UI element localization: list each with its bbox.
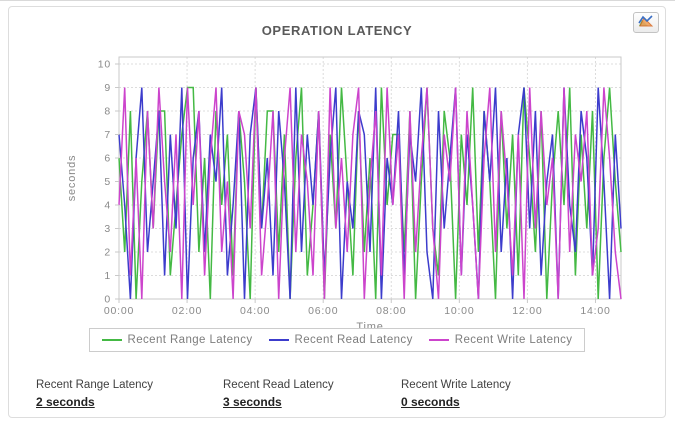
stat-recent-read-latency: Recent Read Latency 3 seconds (223, 379, 334, 411)
legend-swatch-read (268, 339, 289, 341)
stat-value-link[interactable]: 0 seconds (401, 395, 460, 409)
legend-item-range: Recent Range Latency (101, 334, 253, 346)
stat-label: Recent Range Latency (36, 379, 153, 391)
y-tick-label: 9 (104, 82, 111, 94)
x-tick-label: 08:00 (376, 305, 406, 317)
chart-title: OPERATION LATENCY (261, 23, 413, 38)
x-tick-label: 14:00 (580, 305, 610, 317)
stat-recent-write-latency: Recent Write Latency 0 seconds (401, 379, 511, 411)
x-tick-label: 04:00 (240, 305, 270, 317)
y-tick-label: 5 (104, 176, 111, 188)
legend-item-read: Recent Read Latency (268, 334, 413, 346)
plot-border (118, 56, 622, 300)
legend-box: Recent Range Latency Recent Read Latency… (88, 328, 586, 352)
legend-label: Recent Read Latency (294, 334, 413, 346)
y-tick-label: 7 (104, 129, 111, 141)
y-axis-label: seconds (66, 155, 78, 202)
legend-item-write: Recent Write Latency (428, 334, 573, 346)
series-recent-write-latency (118, 87, 622, 300)
chart-options-button[interactable] (633, 12, 659, 33)
stat-recent-range-latency: Recent Range Latency 2 seconds (36, 379, 153, 411)
y-tick-label: 8 (104, 106, 111, 118)
legend: Recent Range Latency Recent Read Latency… (9, 328, 665, 352)
stats-row: Recent Range Latency 2 seconds Recent Re… (9, 379, 665, 419)
x-tick-label: 06:00 (308, 305, 338, 317)
legend-label: Recent Write Latency (454, 334, 573, 346)
x-tick-label: 02:00 (172, 305, 202, 317)
legend-swatch-range (101, 339, 122, 341)
latency-plot: 0 1 2 3 4 5 6 7 8 9 10 00:00 02:00 04:00 06:00 08:00 10:… (66, 56, 622, 329)
y-tick-label: 3 (104, 223, 111, 235)
legend-label: Recent Range Latency (127, 334, 253, 346)
stat-value-link[interactable]: 3 seconds (223, 395, 282, 409)
x-axis-label: Time (356, 321, 383, 329)
y-tick-label: 6 (104, 153, 111, 165)
y-tick-label: 0 (104, 294, 111, 306)
top-divider (0, 0, 675, 1)
stat-label: Recent Read Latency (223, 379, 334, 391)
y-tick-label: 10 (98, 59, 111, 71)
y-tick-label: 2 (104, 247, 111, 259)
legend-swatch-write (428, 339, 449, 341)
chart-panel: OPERATION LATENCY 0 1 2 3 4 5 6 7 8 9 10 00:00 02:00… (8, 6, 666, 418)
y-tick-label: 4 (104, 200, 111, 212)
x-tick-label: 12:00 (512, 305, 542, 317)
stat-value-link[interactable]: 2 seconds (36, 395, 95, 409)
y-tick-label: 1 (104, 270, 111, 282)
stat-label: Recent Write Latency (401, 379, 511, 391)
line-chart-icon (638, 14, 654, 32)
x-tick-label: 00:00 (104, 305, 134, 317)
x-tick-label: 10:00 (444, 305, 474, 317)
